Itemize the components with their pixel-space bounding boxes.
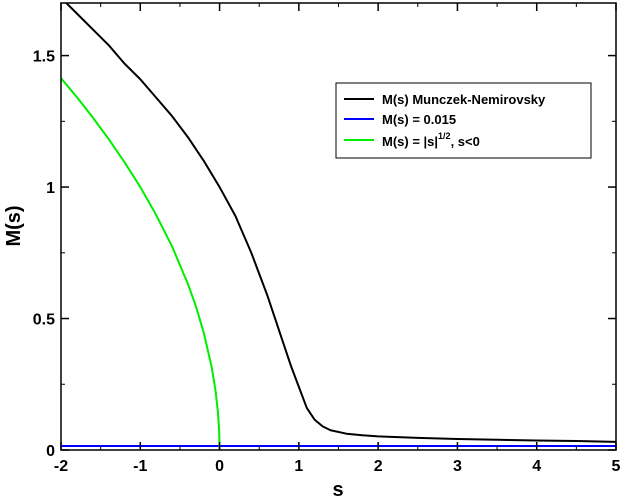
x-tick-label: 1 bbox=[294, 458, 303, 475]
series-line-0 bbox=[64, 3, 616, 443]
x-tick-label: 3 bbox=[453, 458, 462, 475]
legend-text-2-suffix: , s<0 bbox=[451, 134, 480, 149]
plot-frame bbox=[60, 2, 617, 451]
legend-text-0: M(s) Munczek-Nemirovsky bbox=[382, 92, 546, 107]
legend: M(s) Munczek-Nemirovsky M(s) = 0.015 M(s… bbox=[335, 82, 592, 159]
x-axis-label: s bbox=[332, 479, 343, 499]
ticks-layer: -2 -1 0 1 2 3 4 5 0 0.5 1 1.5 bbox=[33, 3, 621, 475]
x-tick-label: -2 bbox=[54, 458, 68, 475]
x-tick-label: 2 bbox=[374, 458, 383, 475]
x-tick-label: 0 bbox=[215, 458, 224, 475]
legend-text-2-main: M(s) = |s| bbox=[382, 134, 438, 149]
legend-text-2-superscript: 1/2 bbox=[438, 131, 451, 141]
legend-text-1: M(s) = 0.015 bbox=[382, 112, 456, 127]
legend-text-2: M(s) = |s|1/2, s<0 bbox=[382, 131, 480, 149]
y-tick-label: 0 bbox=[46, 443, 55, 460]
series-line-2 bbox=[61, 77, 221, 450]
x-tick-label: -1 bbox=[133, 458, 147, 475]
x-tick-label: 4 bbox=[532, 458, 541, 475]
y-tick-label: 1.5 bbox=[33, 49, 55, 66]
x-tick-label: 5 bbox=[612, 458, 621, 475]
y-tick-label: 1 bbox=[46, 180, 55, 197]
y-axis-label: M(s) bbox=[3, 205, 25, 246]
series-layer bbox=[61, 3, 616, 450]
legend-box bbox=[335, 82, 592, 159]
y-tick-label: 0.5 bbox=[33, 312, 55, 329]
